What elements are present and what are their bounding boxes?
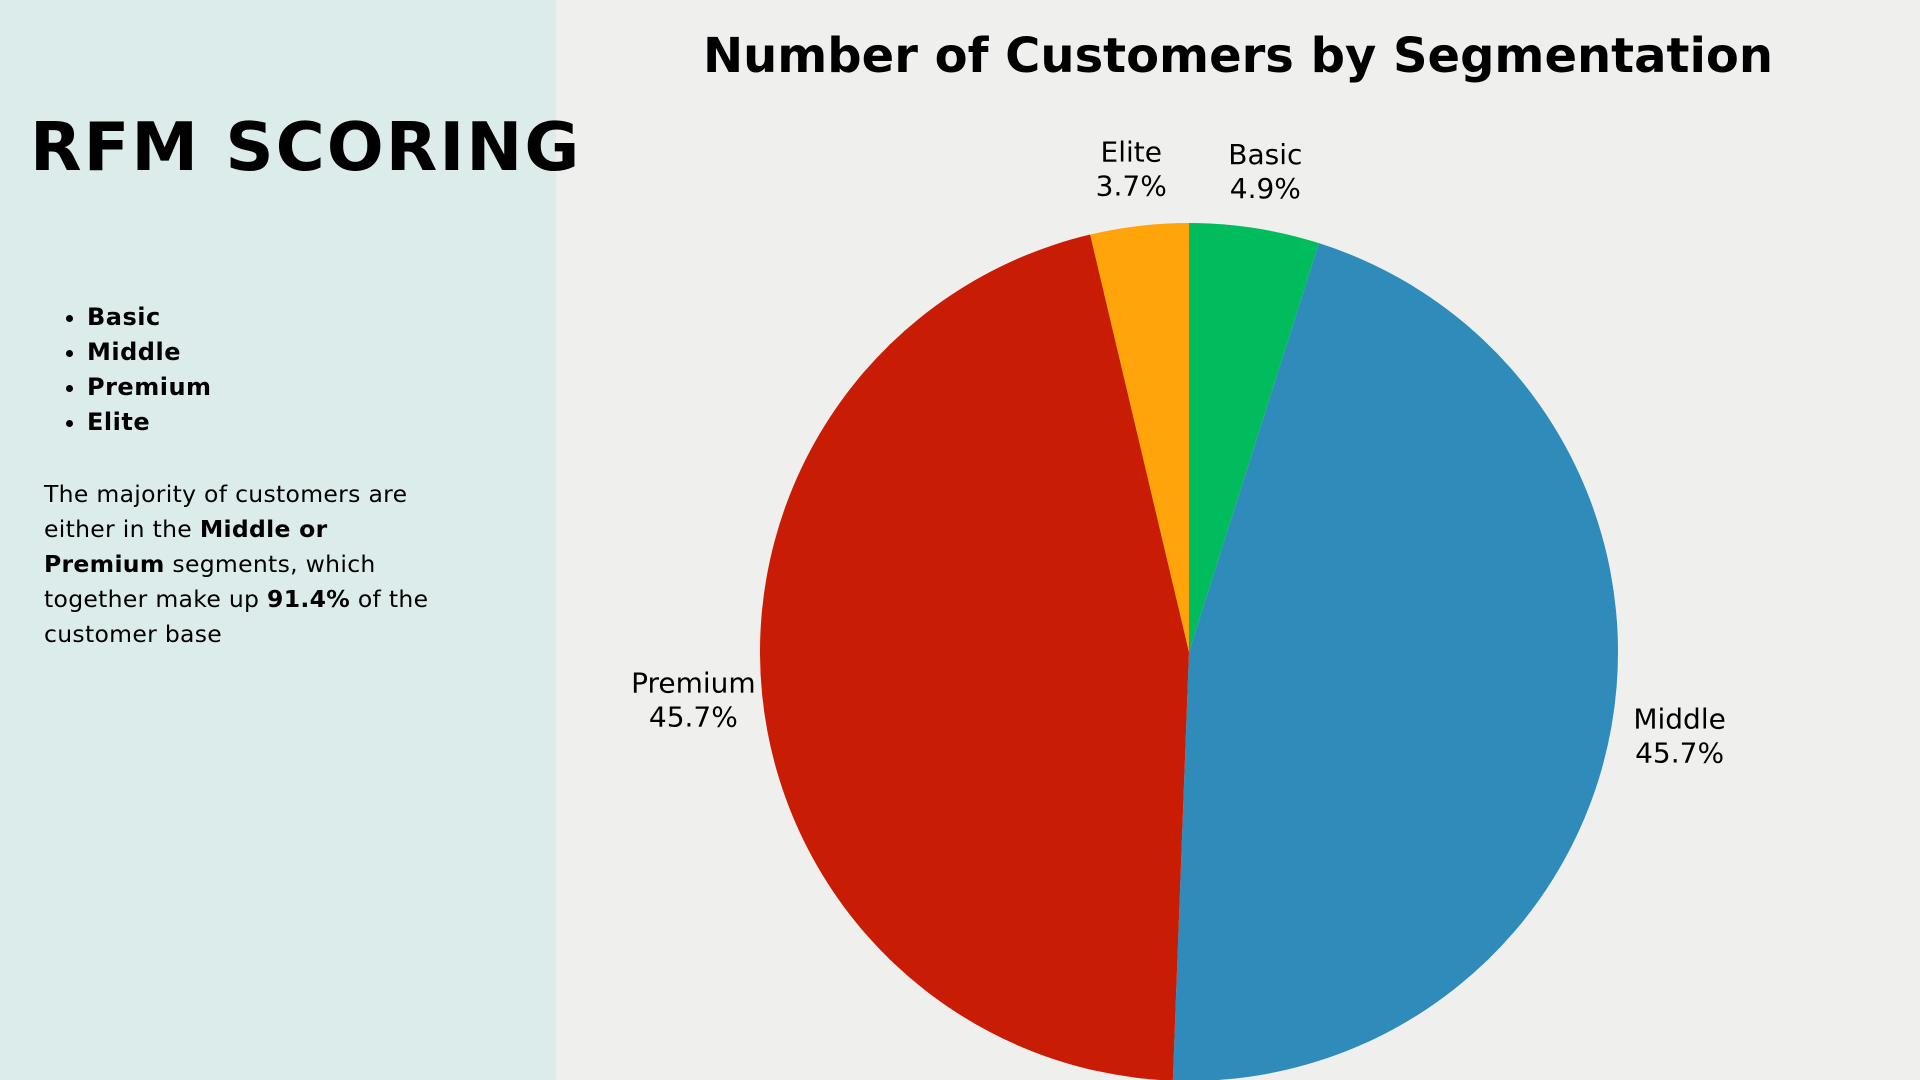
- insight-part-3: of the customer base: [44, 585, 429, 648]
- slice-label-basic-percent: 4.9%: [1230, 172, 1301, 205]
- slice-label-premium-name: Premium: [631, 666, 756, 699]
- slice-label-elite-percent: 3.7%: [1096, 169, 1167, 202]
- slice-label-elite: Elite 3.7%: [1096, 135, 1167, 202]
- pie-slice-elite: [1090, 223, 1189, 652]
- segment-item-middle: Middle: [87, 335, 212, 370]
- slice-label-premium: Premium 45.7%: [631, 666, 756, 733]
- sidebar-title: RFM SCORING: [30, 108, 582, 186]
- pie-slice-premium: [760, 234, 1189, 1080]
- segment-list: Basic Middle Premium Elite: [44, 300, 212, 440]
- insight-part-1: The majority of customers are either in …: [44, 480, 408, 543]
- segment-item-basic: Basic: [87, 300, 212, 335]
- slice-label-basic: Basic 4.9%: [1228, 138, 1302, 205]
- slice-label-elite-name: Elite: [1101, 135, 1162, 168]
- segment-item-premium: Premium: [87, 370, 212, 405]
- chart-title: Number of Customers by Segmentation: [702, 28, 1774, 84]
- pie-slice-basic: [1189, 223, 1320, 652]
- slice-label-middle-percent: 45.7%: [1635, 737, 1724, 770]
- sidebar-panel: RFM SCORING Basic Middle Premium Elite T…: [0, 0, 579, 1080]
- segment-item-elite: Elite: [87, 405, 212, 440]
- slice-label-middle-name: Middle: [1633, 703, 1726, 736]
- insight-text: The majority of customers are either in …: [44, 477, 434, 652]
- pie-slice-middle: [1172, 243, 1618, 1080]
- slice-label-basic-name: Basic: [1228, 138, 1302, 171]
- insight-highlight-percent: 91.4%: [267, 585, 351, 613]
- insight-highlight-segments: Middle or Premium: [44, 515, 328, 578]
- slice-label-premium-percent: 45.7%: [649, 700, 738, 733]
- insight-part-2: segments, which together make up: [44, 550, 376, 613]
- slice-label-middle: Middle 45.7%: [1633, 703, 1726, 770]
